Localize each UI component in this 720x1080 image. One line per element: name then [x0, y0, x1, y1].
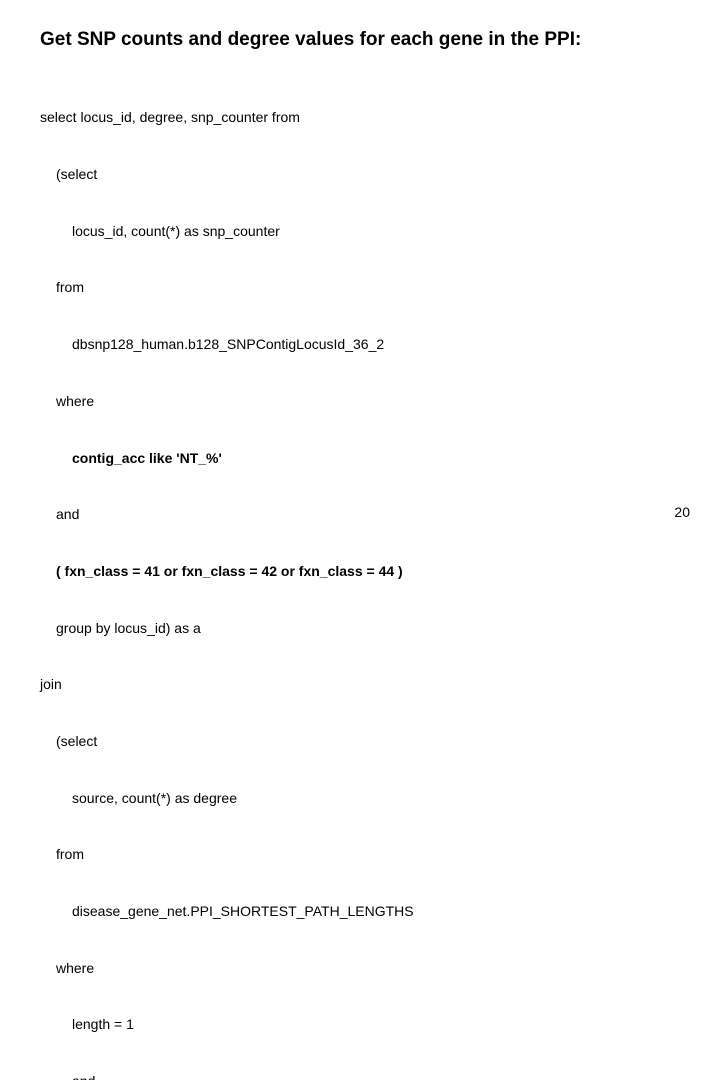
code-line: group by locus_id) as a — [40, 619, 680, 638]
slide-container: Get SNP counts and degree values for eac… — [0, 0, 720, 540]
code-line: and — [40, 505, 680, 524]
code-line: locus_id, count(*) as snp_counter — [40, 222, 680, 241]
code-line: and — [40, 1072, 680, 1080]
code-line: (select — [40, 732, 680, 751]
code-line: contig_acc like 'NT_%' — [40, 449, 680, 468]
slide-title: Get SNP counts and degree values for eac… — [40, 28, 680, 53]
code-line: from — [40, 278, 680, 297]
code-line: disease_gene_net.PPI_SHORTEST_PATH_LENGT… — [40, 902, 680, 921]
code-line: source, count(*) as degree — [40, 789, 680, 808]
code-line: (select — [40, 165, 680, 184]
code-line: length = 1 — [40, 1015, 680, 1034]
page-number: 20 — [674, 504, 690, 520]
code-line: ( fxn_class = 41 or fxn_class = 42 or fx… — [40, 562, 680, 581]
code-line: select locus_id, degree, snp_counter fro… — [40, 108, 680, 127]
code-line: from — [40, 845, 680, 864]
code-line: where — [40, 959, 680, 978]
code-line: where — [40, 392, 680, 411]
code-line: dbsnp128_human.b128_SNPContigLocusId_36_… — [40, 335, 680, 354]
code-line: join — [40, 675, 680, 694]
sql-code-block: select locus_id, degree, snp_counter fro… — [40, 71, 680, 1080]
